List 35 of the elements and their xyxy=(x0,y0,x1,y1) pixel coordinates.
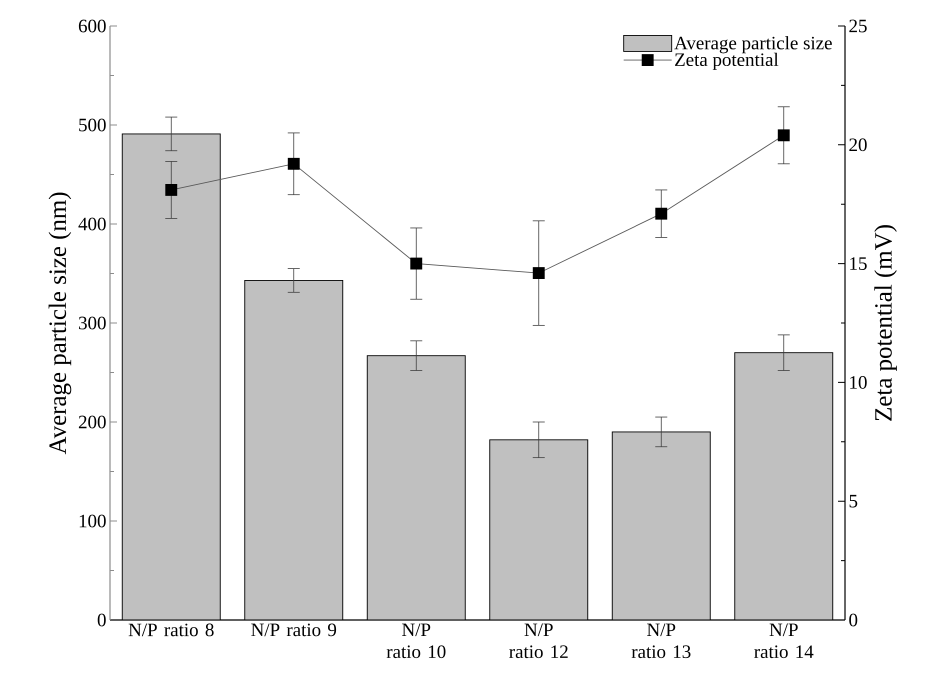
x-tick-label: N/P ratio 14 xyxy=(754,624,814,658)
bar xyxy=(612,431,711,620)
x-tick-label: N/P ratio 10 xyxy=(386,624,446,658)
y-tick-label: 200 xyxy=(78,416,106,428)
point xyxy=(778,129,790,142)
bar xyxy=(122,133,221,620)
y-tick-label: 400 xyxy=(78,218,106,230)
y2-tick-label: 15 xyxy=(850,257,867,270)
y2-tick-label: 5 xyxy=(850,494,858,508)
point xyxy=(532,267,545,280)
x-tick-label: N/P ratio 8 xyxy=(128,624,214,636)
point xyxy=(288,158,300,170)
bar xyxy=(734,352,834,620)
legend-label: Average particle size xyxy=(674,36,832,54)
point xyxy=(165,184,178,196)
y2-tick-label: 25 xyxy=(849,20,867,32)
y-tick-label: 500 xyxy=(79,118,106,132)
x-tick-label: N/P ratio 9 xyxy=(251,624,336,636)
y2-axis-title: Zeta potential (mV) xyxy=(874,225,897,421)
y2-tick-label: 0 xyxy=(849,614,858,626)
y-tick-label: 300 xyxy=(78,316,106,330)
x-tick-label: N/P ratio 12 xyxy=(509,624,568,658)
y2-tick-label: 10 xyxy=(850,376,867,389)
bar xyxy=(366,355,466,620)
y-axis-title: Average particle size (nm) xyxy=(48,192,72,454)
y-tick-label: 100 xyxy=(80,514,106,528)
x-tick-label: N/P ratio 13 xyxy=(632,624,690,658)
legend-label: Zeta potential xyxy=(675,52,778,70)
y2-tick-label: 20 xyxy=(849,138,867,152)
y-tick-label: 600 xyxy=(78,20,106,32)
y-tick-label: 0 xyxy=(98,614,106,626)
point xyxy=(655,208,668,220)
point xyxy=(410,258,422,270)
bar xyxy=(489,439,588,620)
bar xyxy=(244,280,344,620)
